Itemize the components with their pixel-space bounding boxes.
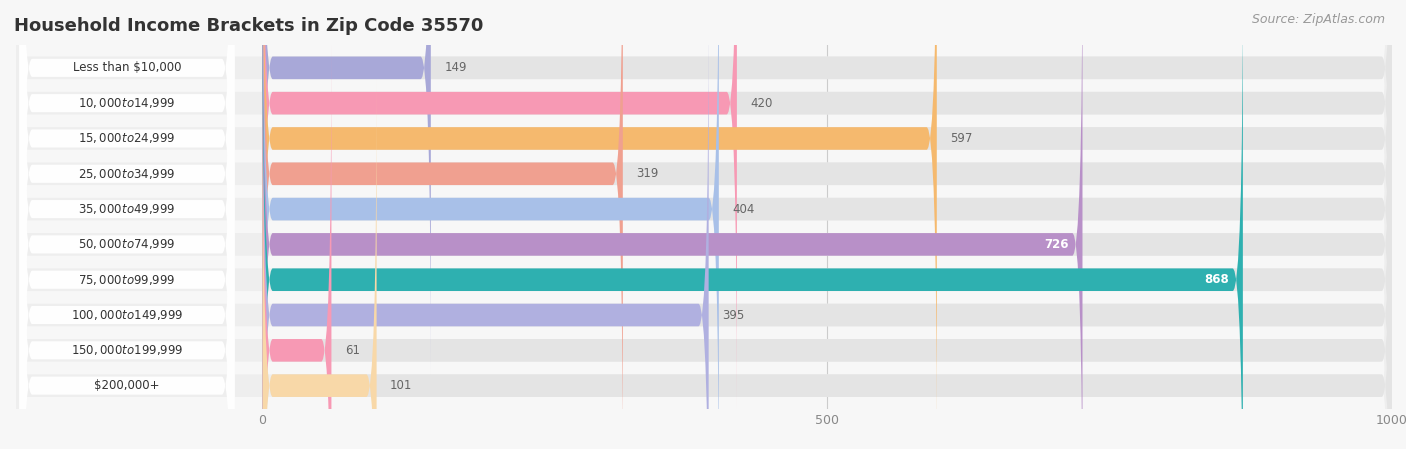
FancyBboxPatch shape: [263, 44, 332, 449]
FancyBboxPatch shape: [20, 0, 235, 449]
FancyBboxPatch shape: [263, 0, 623, 449]
Text: 319: 319: [637, 167, 659, 180]
FancyBboxPatch shape: [17, 0, 1389, 409]
Text: Household Income Brackets in Zip Code 35570: Household Income Brackets in Zip Code 35…: [14, 17, 484, 35]
FancyBboxPatch shape: [263, 0, 1083, 449]
FancyBboxPatch shape: [263, 0, 1392, 449]
FancyBboxPatch shape: [17, 9, 1389, 449]
Text: $10,000 to $14,999: $10,000 to $14,999: [79, 96, 176, 110]
FancyBboxPatch shape: [263, 0, 1243, 449]
FancyBboxPatch shape: [17, 0, 1389, 449]
FancyBboxPatch shape: [20, 0, 235, 449]
FancyBboxPatch shape: [17, 0, 1389, 449]
Text: Less than $10,000: Less than $10,000: [73, 62, 181, 75]
FancyBboxPatch shape: [263, 0, 718, 449]
FancyBboxPatch shape: [263, 0, 1392, 374]
Text: 61: 61: [344, 344, 360, 357]
Text: $25,000 to $34,999: $25,000 to $34,999: [79, 167, 176, 181]
FancyBboxPatch shape: [263, 0, 430, 374]
Text: $75,000 to $99,999: $75,000 to $99,999: [79, 273, 176, 287]
Text: $35,000 to $49,999: $35,000 to $49,999: [79, 202, 176, 216]
FancyBboxPatch shape: [20, 0, 235, 449]
Text: 149: 149: [444, 62, 467, 75]
Text: $150,000 to $199,999: $150,000 to $199,999: [70, 343, 183, 357]
Text: $100,000 to $149,999: $100,000 to $149,999: [70, 308, 183, 322]
FancyBboxPatch shape: [263, 0, 1392, 409]
FancyBboxPatch shape: [263, 0, 1392, 449]
Text: 726: 726: [1045, 238, 1069, 251]
FancyBboxPatch shape: [263, 79, 1392, 449]
Text: 420: 420: [751, 97, 773, 110]
FancyBboxPatch shape: [20, 6, 235, 449]
Text: $200,000+: $200,000+: [94, 379, 160, 392]
Text: 597: 597: [950, 132, 973, 145]
FancyBboxPatch shape: [20, 0, 235, 449]
FancyBboxPatch shape: [17, 44, 1389, 449]
FancyBboxPatch shape: [263, 0, 737, 409]
FancyBboxPatch shape: [263, 9, 709, 449]
Text: 101: 101: [389, 379, 412, 392]
FancyBboxPatch shape: [263, 9, 1392, 449]
Text: $15,000 to $24,999: $15,000 to $24,999: [79, 132, 176, 145]
FancyBboxPatch shape: [263, 0, 1392, 449]
FancyBboxPatch shape: [17, 0, 1389, 449]
FancyBboxPatch shape: [263, 79, 377, 449]
FancyBboxPatch shape: [17, 0, 1389, 445]
Text: 404: 404: [733, 202, 755, 216]
FancyBboxPatch shape: [263, 44, 1392, 449]
FancyBboxPatch shape: [263, 0, 1392, 445]
Text: 868: 868: [1205, 273, 1229, 286]
FancyBboxPatch shape: [20, 0, 235, 447]
FancyBboxPatch shape: [263, 0, 1392, 449]
FancyBboxPatch shape: [20, 0, 235, 449]
FancyBboxPatch shape: [20, 0, 235, 449]
Text: $50,000 to $74,999: $50,000 to $74,999: [79, 238, 176, 251]
Text: Source: ZipAtlas.com: Source: ZipAtlas.com: [1251, 13, 1385, 26]
Text: 395: 395: [723, 308, 744, 321]
FancyBboxPatch shape: [20, 0, 235, 449]
FancyBboxPatch shape: [17, 0, 1389, 374]
FancyBboxPatch shape: [20, 0, 235, 449]
FancyBboxPatch shape: [17, 79, 1389, 449]
FancyBboxPatch shape: [17, 0, 1389, 449]
FancyBboxPatch shape: [263, 0, 936, 445]
